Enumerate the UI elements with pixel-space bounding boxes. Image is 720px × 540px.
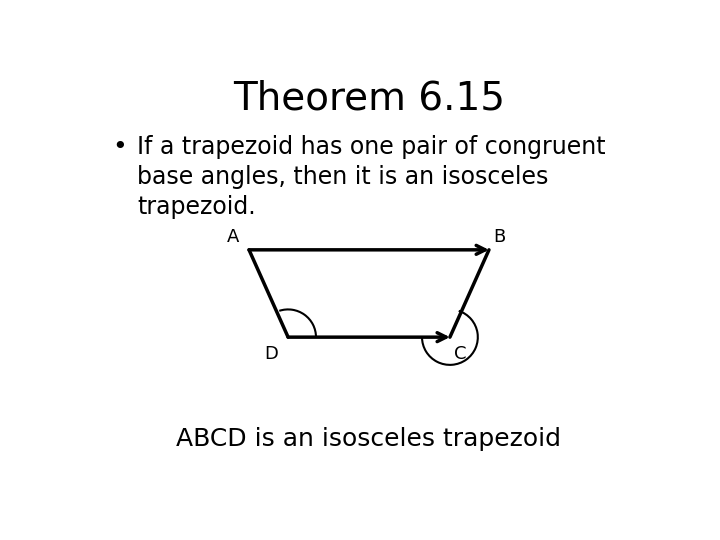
Text: D: D [265, 346, 279, 363]
Text: A: A [228, 228, 240, 246]
Text: C: C [454, 346, 467, 363]
Text: base angles, then it is an isosceles: base angles, then it is an isosceles [138, 165, 549, 190]
Text: trapezoid.: trapezoid. [138, 195, 256, 219]
Text: B: B [493, 228, 505, 246]
Text: ABCD is an isosceles trapezoid: ABCD is an isosceles trapezoid [176, 428, 562, 451]
Text: •: • [112, 136, 127, 159]
Text: Theorem 6.15: Theorem 6.15 [233, 79, 505, 117]
Text: If a trapezoid has one pair of congruent: If a trapezoid has one pair of congruent [138, 136, 606, 159]
